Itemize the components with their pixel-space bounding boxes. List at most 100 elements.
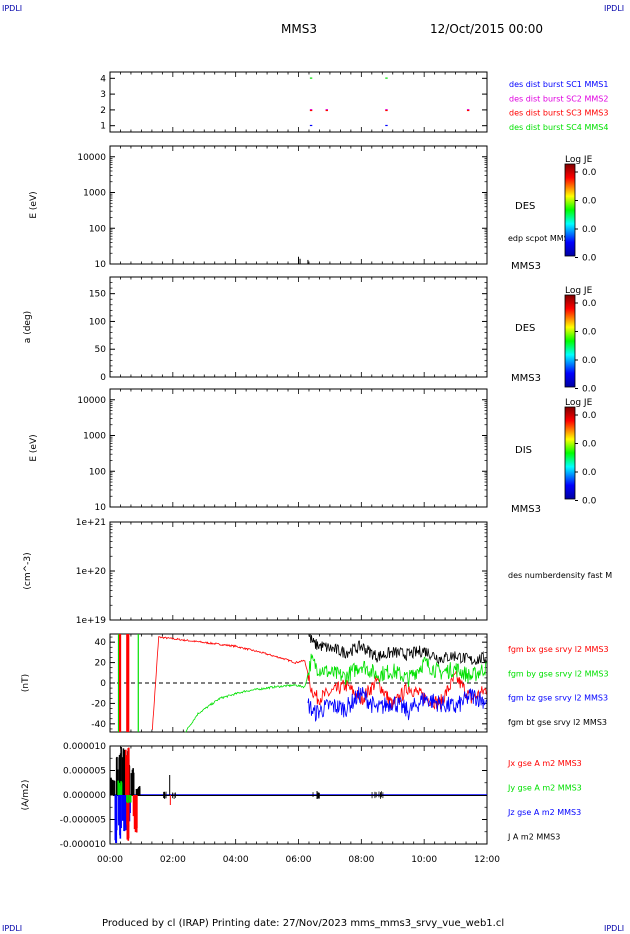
burst-marker [309, 109, 313, 112]
date-title: 12/Oct/2015 00:00 [430, 22, 544, 36]
colorbar [564, 163, 576, 257]
y-tick-label: -0.000005 [60, 816, 106, 826]
y-tick-label: -20 [91, 699, 106, 709]
burst-marker [309, 124, 313, 127]
colorbar-tick-label: 0.0 [582, 254, 597, 264]
colorbar-tick-label: 0.0 [582, 168, 597, 178]
legend-entry-current: Jz gse A m2 MMS3 [507, 808, 581, 817]
side-label: edp scpot MMS3 [508, 234, 574, 243]
colorbar-tick-label: 0.0 [582, 468, 597, 478]
y-axis-label: (nT) [21, 674, 31, 692]
y-tick-label: 1e+19 [76, 616, 107, 626]
footer-credits: Produced by cl (IRAP) Printing date: 27/… [102, 918, 505, 929]
legend-entry-fgm: fgm bx gse srvy l2 MMS3 [508, 645, 609, 654]
y-tick-label: 100 [89, 467, 106, 477]
legend-entry-current: J A m2 MMS3 [507, 833, 560, 842]
legend-entry-density: des numberdensity fast M [508, 571, 612, 580]
colorbar-title: Log JE [565, 286, 593, 296]
time-axis-label: 10:00 [411, 855, 437, 865]
y-tick-label: 100 [89, 317, 106, 327]
colorbar [564, 406, 576, 500]
colorbar-tick-label: 0.0 [582, 497, 597, 507]
colorbar-tick-label: 0.0 [582, 197, 597, 207]
colorbar-tick-label: 0.0 [582, 440, 597, 450]
y-tick-label: 10000 [77, 396, 106, 406]
burst-marker [385, 109, 388, 112]
y-tick-label: 150 [89, 290, 106, 300]
time-axis-label: 02:00 [160, 855, 186, 865]
colorbar-tick-label: 0.0 [582, 385, 597, 395]
burst-marker [385, 77, 388, 79]
y-tick-label: 40 [95, 638, 107, 648]
time-axis-label: 06:00 [286, 855, 312, 865]
panel-frame-0 [109, 71, 488, 133]
panel-bottom-label: MMS3 [511, 261, 541, 272]
y-tick-label: 1 [100, 122, 106, 132]
legend-entry-burst: des dist burst SC2 MMS2 [509, 94, 608, 103]
legend-entry-fgm: fgm bt gse srvy l2 MMS3 [508, 718, 607, 727]
plot-canvas: 1 2 3 4 des dist burst SC1 MMS1 des dist burs… [21, 71, 612, 865]
burst-marker [385, 109, 388, 111]
y-axis-label: E (eV) [29, 191, 39, 218]
y-tick-label: 100 [89, 224, 106, 234]
panel-label: DES [515, 201, 535, 212]
y-tick-label: 20 [95, 659, 107, 669]
legend-entry-current: Jy gse A m2 MMS3 [507, 784, 582, 793]
y-tick-label: 0 [100, 373, 106, 383]
y-tick-label: 10000 [77, 153, 106, 163]
panel-frame-1 [109, 145, 488, 265]
time-axis-label: 08:00 [348, 855, 374, 865]
y-tick-label: 0.000005 [63, 767, 106, 777]
y-tick-label: 1e+21 [76, 518, 106, 528]
y-tick-label: 1000 [83, 189, 106, 199]
corner-label-top-left: IPDLI [2, 4, 23, 13]
colorbar-tick-label: 0.0 [582, 328, 597, 338]
panel-frame-3 [109, 388, 488, 508]
y-axis-label: (cm^-3) [23, 552, 33, 589]
spacecraft-title: MMS3 [281, 22, 317, 36]
y-tick-label: 0.000000 [63, 791, 106, 801]
y-tick-label: 10 [95, 503, 107, 513]
burst-marker [385, 124, 388, 127]
panel-frame-2 [109, 276, 488, 378]
colorbar-title: Log JE [565, 155, 593, 165]
burst-marker [466, 109, 470, 112]
burst-marker [466, 109, 470, 111]
y-axis-label: a (deg) [23, 311, 33, 343]
legend-entry-fgm: fgm bz gse srvy l2 MMS3 [508, 694, 608, 703]
burst-marker [309, 109, 313, 111]
colorbar-tick-label: 0.0 [582, 356, 597, 366]
time-axis-label: 12:00 [474, 855, 500, 865]
panel-bottom-label: MMS3 [511, 373, 541, 384]
colorbar-tick-label: 0.0 [582, 225, 597, 235]
y-tick-label: 10 [95, 260, 107, 270]
y-tick-label: 3 [100, 90, 106, 100]
y-tick-label: 1e+20 [76, 567, 107, 577]
colorbar-title: Log JE [565, 398, 593, 408]
legend-entry-burst: des dist burst SC3 MMS3 [509, 109, 608, 118]
time-axis-label: 04:00 [223, 855, 249, 865]
y-tick-label: 1000 [83, 432, 106, 442]
fgm-series-line [307, 686, 487, 722]
y-tick-label: 2 [100, 106, 106, 116]
burst-marker [309, 77, 313, 79]
time-axis-label: 00:00 [97, 855, 123, 865]
legend-entry-burst: des dist burst SC1 MMS1 [509, 80, 608, 89]
legend-entry-burst: des dist burst SC4 MMS4 [509, 123, 608, 132]
y-tick-label: 0 [100, 679, 106, 689]
y-tick-label: -0.000010 [60, 840, 106, 850]
y-axis-label: E (eV) [29, 434, 39, 461]
colorbar-tick-label: 0.0 [582, 411, 597, 421]
panel-label: DES [515, 323, 535, 334]
colorbar-tick-label: 0.0 [582, 299, 597, 309]
corner-label-bottom-right: IPDLI [604, 924, 625, 933]
corner-label-bottom-left: IPDLI [2, 924, 23, 933]
burst-marker [325, 109, 328, 112]
y-axis-label: (A/m2) [21, 780, 31, 811]
panel-label: DIS [515, 445, 532, 456]
legend-entry-fgm: fgm by gse srvy l2 MMS3 [508, 669, 609, 678]
y-tick-label: 4 [100, 74, 106, 84]
legend-entry-current: Jx gse A m2 MMS3 [507, 759, 582, 768]
burst-marker [325, 109, 328, 111]
panel-bottom-label: MMS3 [511, 504, 541, 515]
